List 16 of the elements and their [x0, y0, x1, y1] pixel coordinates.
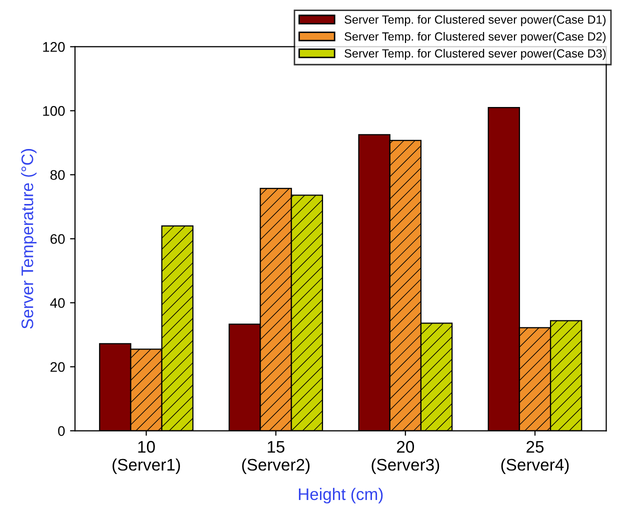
x-tick-label: 10 (Server1) — [112, 440, 180, 474]
y-tick-label: 20 — [50, 362, 65, 372]
x-tick-label: 20 (Server3) — [372, 440, 440, 474]
y-tick-label: 60 — [50, 234, 65, 244]
y-tick-label: 80 — [50, 170, 65, 180]
x-tick-label: 15 (Server2) — [242, 441, 310, 474]
y-tick-label: 0 — [58, 426, 65, 436]
legend-label: Server Temp. for Clustered sever power(Case D1) — [344, 15, 606, 26]
y-tick-label: 100 — [43, 106, 65, 116]
y-tick-label: 120 — [43, 42, 65, 52]
legend-label: Server Temp. for Clustered sever power(Case D2) — [344, 32, 606, 43]
y-axis-title: Server Temperature (°C) — [21, 149, 37, 329]
x-axis-title: Height (cm) — [298, 488, 383, 504]
y-tick-label: 40 — [50, 298, 65, 308]
legend-label: Server Temp. for Clustered sever power(Case D3) — [344, 48, 606, 60]
x-tick-label: 25 (Server4) — [501, 440, 569, 474]
